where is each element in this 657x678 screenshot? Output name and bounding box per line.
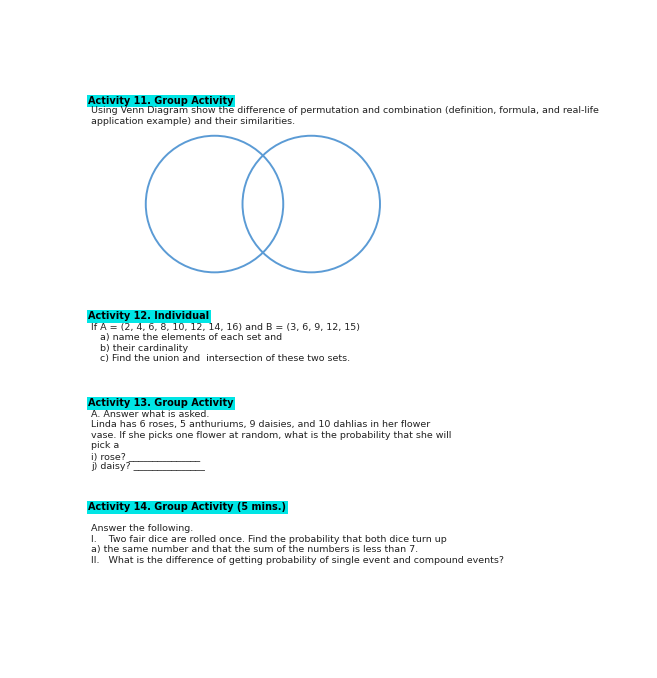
Text: I.    Two fair dice are rolled once. Find the probability that both dice turn up: I. Two fair dice are rolled once. Find t… [91,535,447,544]
Text: Linda has 6 roses, 5 anthuriums, 9 daisies, and 10 dahlias in her flower: Linda has 6 roses, 5 anthuriums, 9 daisi… [91,420,430,429]
Text: vase. If she picks one flower at random, what is the probability that she will: vase. If she picks one flower at random,… [91,431,451,440]
Text: If A = (2, 4, 6, 8, 10, 12, 14, 16) and B = (3, 6, 9, 12, 15): If A = (2, 4, 6, 8, 10, 12, 14, 16) and … [91,323,360,332]
Text: Activity 14. Group Activity (5 mins.): Activity 14. Group Activity (5 mins.) [88,502,286,512]
Text: a) name the elements of each set and: a) name the elements of each set and [91,333,283,342]
Text: j) daisy? _______________: j) daisy? _______________ [91,462,205,471]
Text: II.   What is the difference of getting probability of single event and compound: II. What is the difference of getting pr… [91,556,505,565]
Text: application example) and their similarities.: application example) and their similarit… [91,117,296,126]
Text: Activity 12. Individual: Activity 12. Individual [88,311,210,321]
Text: c) Find the union and  intersection of these two sets.: c) Find the union and intersection of th… [91,354,350,363]
Text: Using Venn Diagram show the difference of permutation and combination (definitio: Using Venn Diagram show the difference o… [91,106,599,115]
Text: A. Answer what is asked.: A. Answer what is asked. [91,410,210,419]
Text: Activity 11. Group Activity: Activity 11. Group Activity [88,96,234,106]
Text: Activity 13. Group Activity: Activity 13. Group Activity [88,398,234,408]
Text: pick a: pick a [91,441,120,450]
Text: i) rose? _______________: i) rose? _______________ [91,452,200,461]
Text: b) their cardinality: b) their cardinality [91,344,189,353]
Text: a) the same number and that the sum of the numbers is less than 7.: a) the same number and that the sum of t… [91,545,419,554]
Text: Answer the following.: Answer the following. [91,524,194,533]
